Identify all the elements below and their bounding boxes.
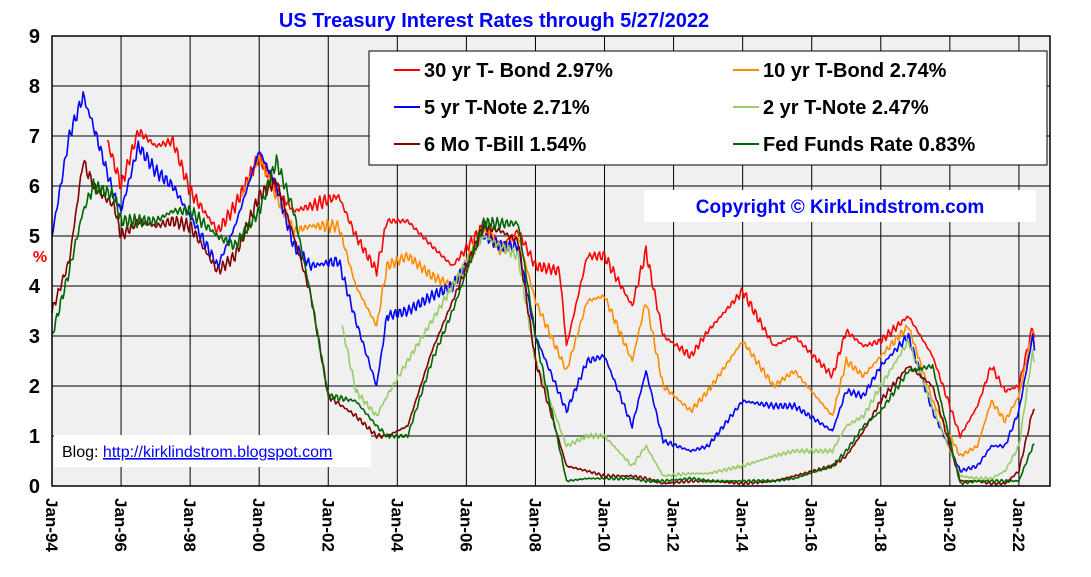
- x-tick-label-jan-14: Jan-14: [733, 498, 752, 552]
- legend-label-fed-funds-rate-0-83: Fed Funds Rate 0.83%: [763, 134, 975, 156]
- x-tick-label-jan-06: Jan-06: [456, 498, 475, 552]
- series-line-5-yr-t-note-2-71: [51, 91, 1036, 474]
- x-tick-label-jan-00: Jan-00: [249, 498, 268, 552]
- blog-background: [54, 435, 371, 467]
- x-tick-label-jan-12: Jan-12: [664, 498, 683, 552]
- x-tick-label-jan-10: Jan-10: [595, 498, 614, 552]
- x-tick-label-jan-16: Jan-16: [802, 498, 821, 552]
- y-tick-labels: 0 1 2 3 4 5 6 7 8 9: [29, 26, 41, 498]
- y-tick-label-8: 8: [29, 76, 40, 98]
- series-line-30-yr-t-bond-2-97: [106, 129, 1036, 439]
- legend-items: 30 yr T- Bond 2.97% 10 yr T-Bond 2.74% 5 y…: [394, 60, 975, 156]
- x-tick-labels: Jan-94 Jan-96 Jan-98 Jan-00 Jan-02 Jan-04 Jan-…: [42, 498, 1028, 552]
- plot-frame-layer: [51, 35, 1051, 487]
- series-line-fed-funds-rate-0-83: [51, 154, 1035, 486]
- series-line-10-yr-t-bond-2-74: [241, 153, 1036, 458]
- legend: 30 yr T- Bond 2.97% 10 yr T-Bond 2.74% 5 y…: [368, 50, 1048, 166]
- x-tick-label-jan-22: Jan-22: [1009, 498, 1028, 552]
- series-line-2-yr-t-note-2-47: [341, 235, 1036, 481]
- y-tick-label-6: 6: [29, 176, 40, 198]
- copyright-background: [644, 190, 1036, 222]
- x-tick-label-jan-04: Jan-04: [387, 498, 406, 552]
- x-tick-label-jan-20: Jan-20: [940, 498, 959, 552]
- series-line-6-mo-t-bill-1-54: [51, 159, 1036, 486]
- legend-box: [368, 50, 1048, 166]
- chart-title: US Treasury Interest Rates through 5/27/…: [279, 10, 709, 32]
- y-tick-label-0: 0: [29, 476, 40, 498]
- y-tick-label-4: 4: [29, 276, 41, 298]
- legend-label-5-yr-t-note-2-71: 5 yr T-Note 2.71%: [424, 97, 590, 119]
- x-tick-label-jan-02: Jan-02: [318, 498, 337, 552]
- y-tick-label-5: 5: [29, 226, 40, 248]
- x-tick-label-jan-98: Jan-98: [180, 498, 199, 552]
- blog-prefix: Blog:: [62, 444, 98, 461]
- series-lines: [51, 91, 1036, 486]
- copyright-text: Copyright © KirkLindstrom.com: [696, 197, 984, 218]
- y-tick-label-7: 7: [29, 126, 40, 148]
- x-tick-label-jan-18: Jan-18: [871, 498, 890, 552]
- y-tick-label-3: 3: [29, 326, 40, 348]
- plot-frame: [51, 35, 1051, 487]
- x-tick-label-jan-96: Jan-96: [111, 498, 130, 552]
- blog-label: Blog: http://kirklindstrom.blogspot.com: [62, 444, 332, 461]
- copyright-box: Copyright © KirkLindstrom.com: [644, 190, 1036, 222]
- legend-label-30-yr-t-bond-2-97: 30 yr T- Bond 2.97%: [424, 60, 613, 82]
- y-tick-label-1: 1: [29, 426, 40, 448]
- y-axis-label: %: [33, 249, 47, 266]
- legend-label-6-mo-t-bill-1-54: 6 Mo T-Bill 1.54%: [424, 134, 586, 156]
- blog-link[interactable]: http://kirklindstrom.blogspot.com: [103, 444, 332, 461]
- blog-box: Blog: http://kirklindstrom.blogspot.com: [54, 435, 371, 467]
- x-tick-label-jan-08: Jan-08: [525, 498, 544, 552]
- y-tick-label-2: 2: [29, 376, 40, 398]
- legend-label-10-yr-t-bond-2-74: 10 yr T-Bond 2.74%: [763, 60, 947, 82]
- x-tick-label-jan-94: Jan-94: [42, 498, 61, 552]
- y-tick-label-9: 9: [29, 26, 40, 48]
- legend-label-2-yr-t-note-2-47: 2 yr T-Note 2.47%: [763, 97, 929, 119]
